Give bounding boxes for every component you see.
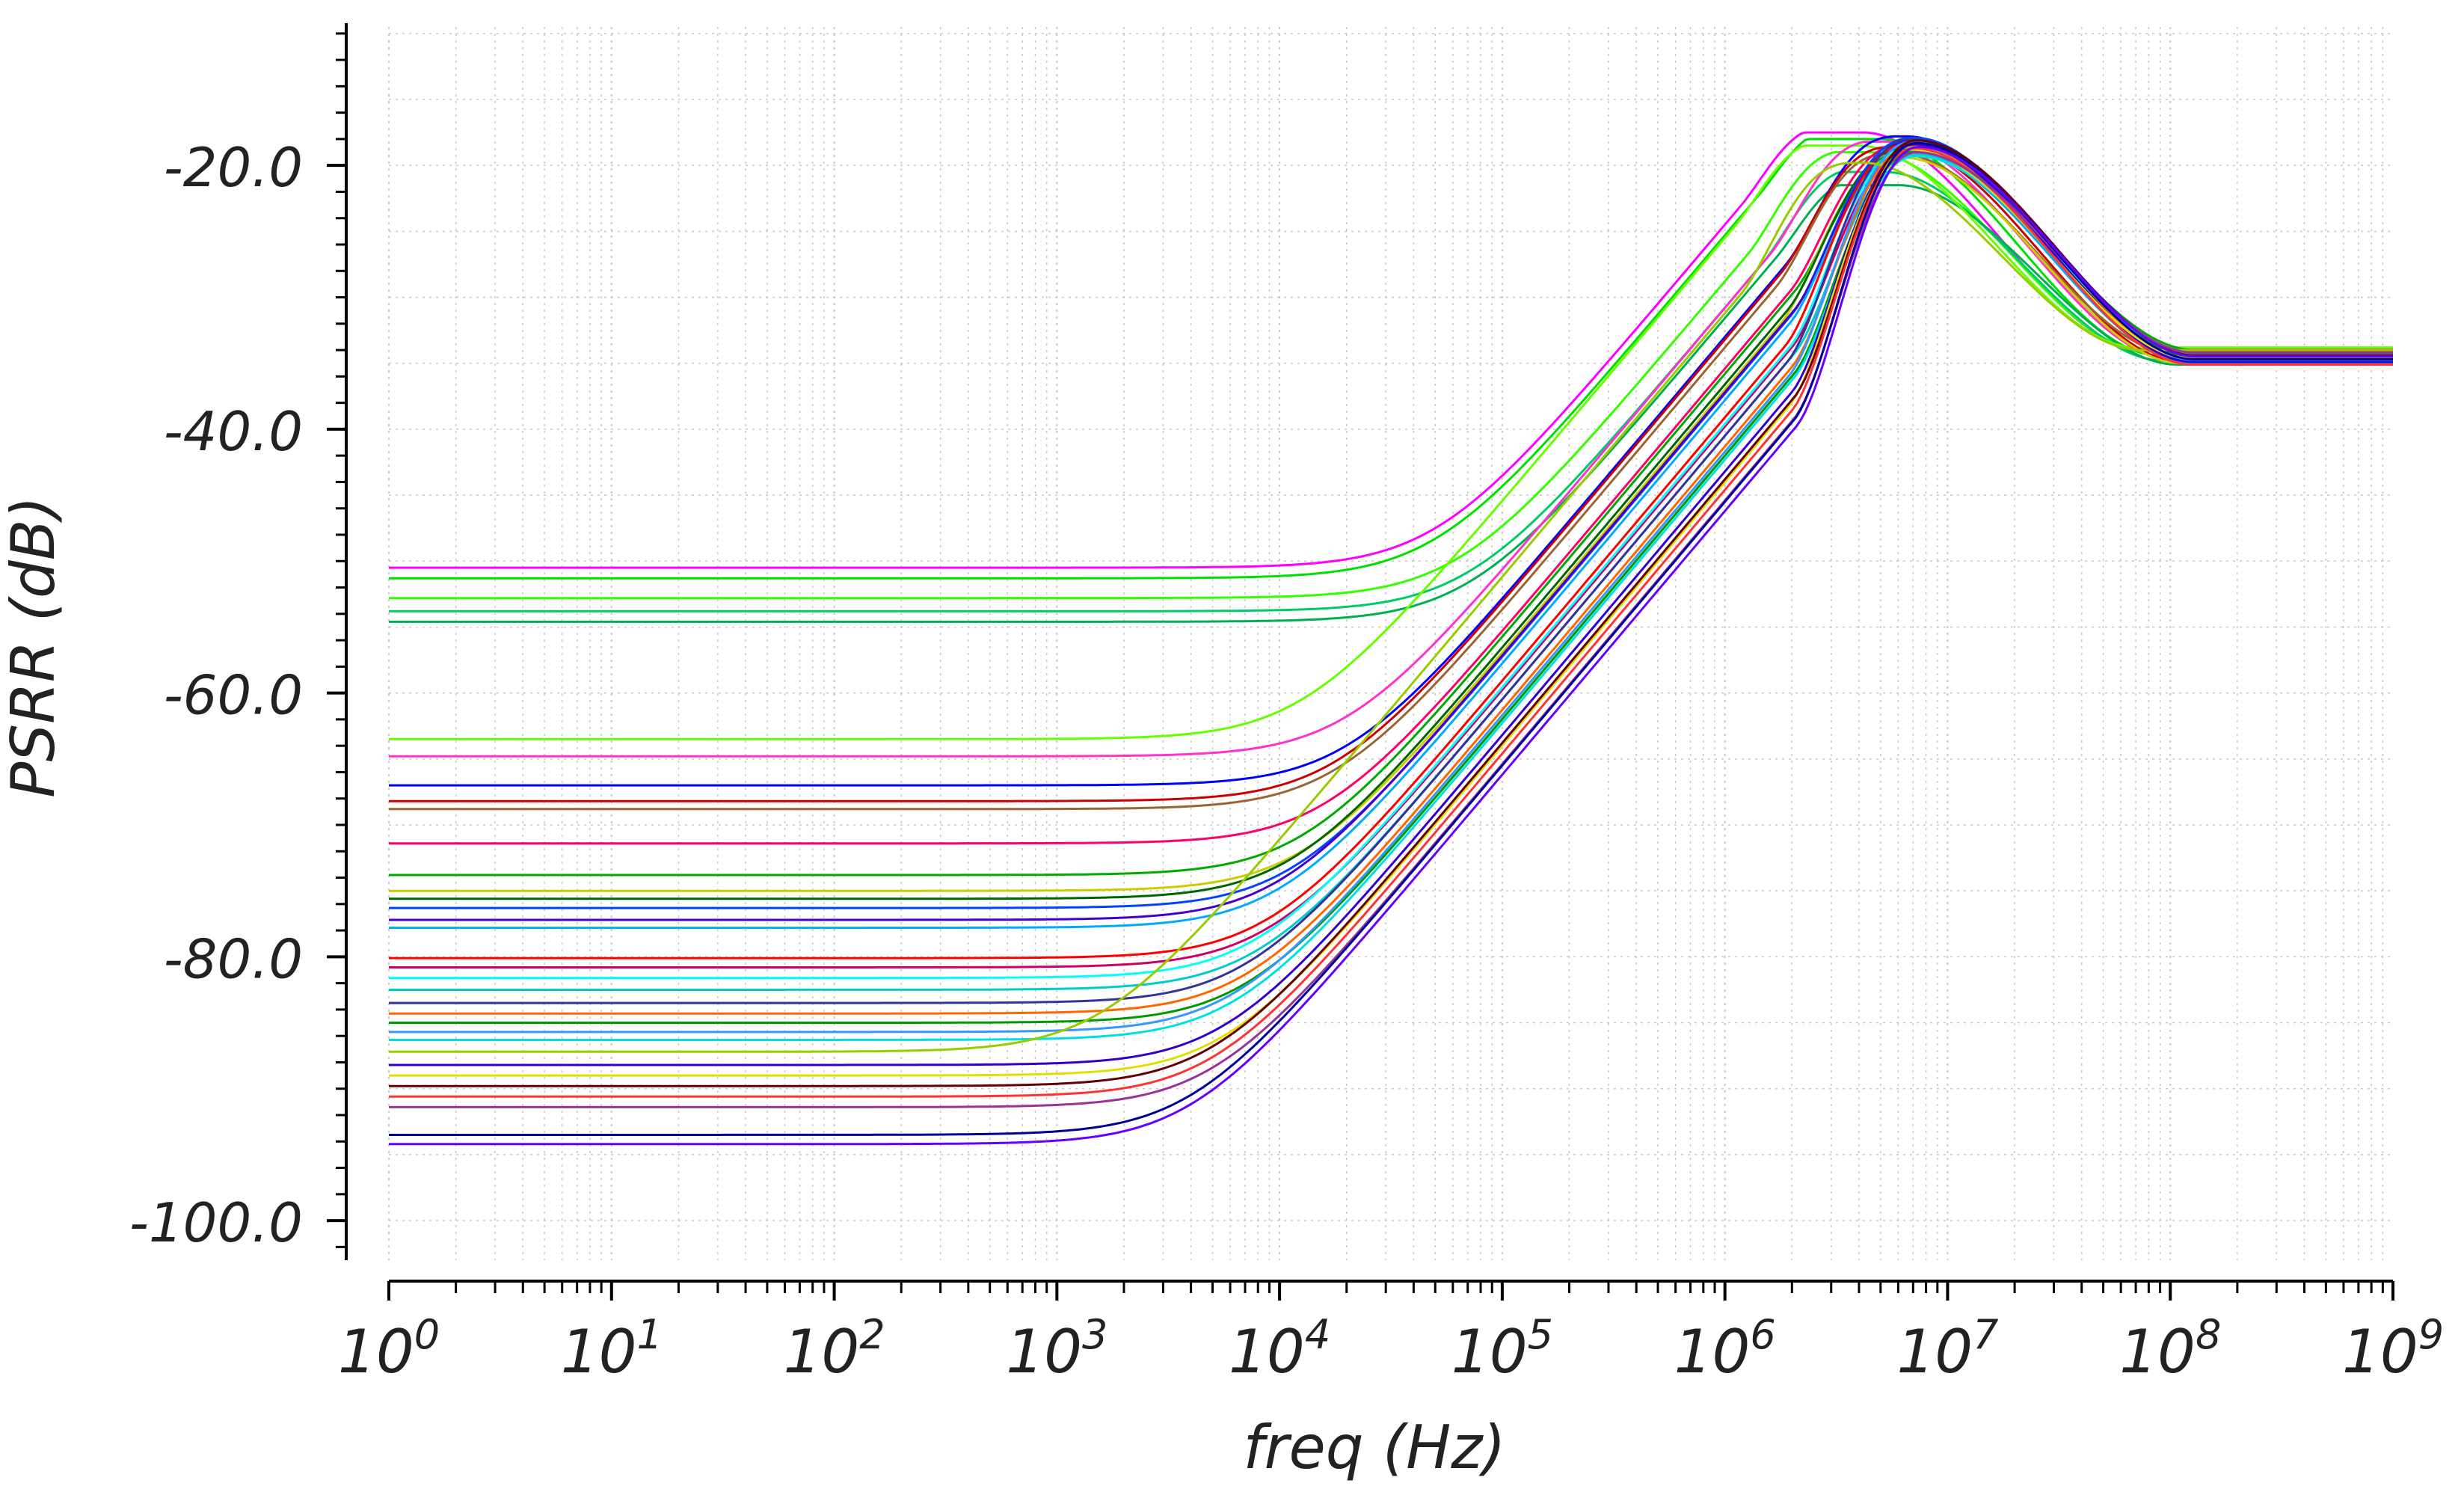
series-line-4: [389, 171, 2393, 613]
x-tick-label: 100: [338, 1311, 440, 1387]
axes: -20.0 -40.0 -60.0 -80.0 -100.0 100 101 102 103 10…: [129, 23, 2444, 1387]
series-group: [389, 131, 2393, 1146]
y-tick-label: -80.0: [164, 927, 303, 990]
series-line-13: [389, 156, 2393, 892]
series-line-1: [389, 131, 2393, 569]
series-line-12: [389, 150, 2393, 877]
series-line-15: [389, 136, 2393, 909]
x-tick-label: 107: [1896, 1311, 1998, 1387]
series-line-18: [389, 143, 2393, 960]
y-tick-label: -100.0: [129, 1191, 303, 1254]
series-line-3: [389, 151, 2393, 600]
x-tick-label: 106: [1674, 1311, 1776, 1387]
x-tick-label: 104: [1229, 1311, 1330, 1387]
series-line-28: [389, 143, 2393, 1066]
x-tick-label: 103: [1006, 1311, 1107, 1387]
x-tick-label: 102: [783, 1311, 885, 1387]
y-axis-title: PSRR (dB): [0, 496, 68, 798]
series-line-7: [389, 140, 2393, 758]
x-axis-title: freq (Hz): [1243, 1413, 1505, 1482]
series-line-16: [389, 139, 2393, 921]
series-line-17: [389, 150, 2393, 930]
series-line-33: [389, 141, 2393, 1136]
grid: [388, 27, 2393, 1260]
x-tick-label: 105: [1451, 1311, 1553, 1387]
y-tick-label: -40.0: [164, 400, 303, 463]
series-line-6: [389, 144, 2393, 740]
x-tick-label: 101: [561, 1311, 663, 1387]
series-line-34: [389, 145, 2393, 1146]
series-line-2: [389, 138, 2393, 580]
series-line-31: [389, 147, 2393, 1098]
x-tick-label: 109: [2342, 1311, 2444, 1387]
series-line-27: [389, 162, 2393, 1053]
series-line-30: [389, 139, 2393, 1087]
x-tick-label: 108: [2119, 1311, 2221, 1387]
y-tick-label: -60.0: [164, 664, 303, 727]
y-tick-label: -20.0: [164, 136, 303, 199]
series-line-5: [389, 184, 2393, 623]
series-line-8: [389, 135, 2393, 787]
series-line-9: [389, 146, 2393, 802]
series-line-10: [389, 152, 2393, 811]
